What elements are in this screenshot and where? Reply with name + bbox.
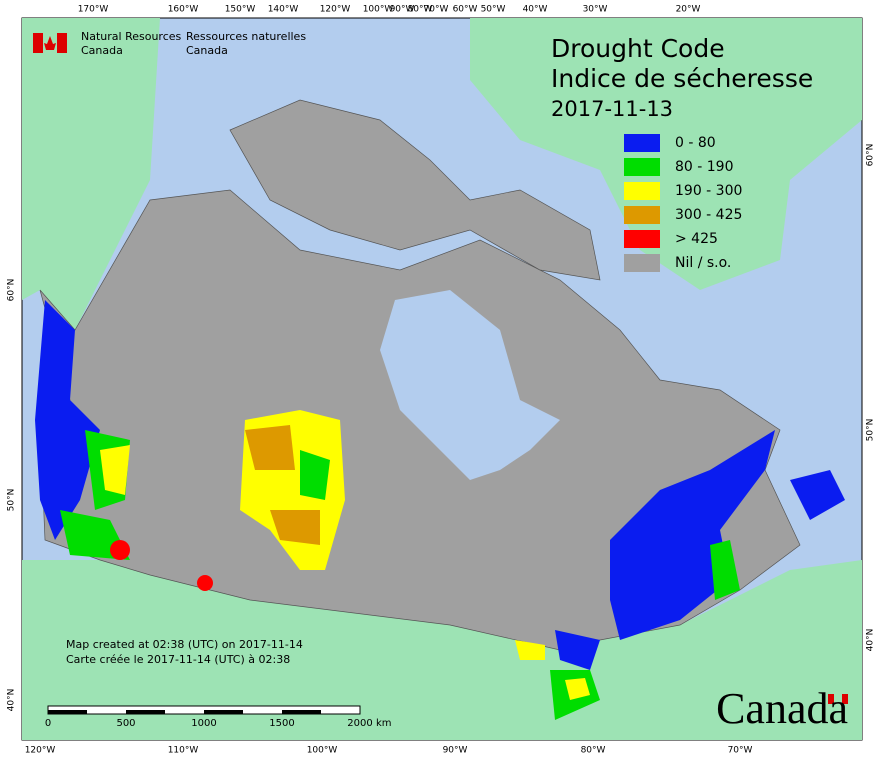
credit: Carte créée le 2017-11-14 (UTC) à 02:38	[66, 653, 290, 666]
scale-segment	[48, 710, 87, 714]
scale-label: 0	[45, 718, 51, 729]
greenland	[470, 18, 862, 290]
latitude-label: 50°N	[866, 419, 876, 442]
legend-swatch	[624, 182, 660, 200]
arctic-islands	[229, 99, 601, 281]
scale-segment	[204, 710, 243, 714]
longitude-label: 70°W	[424, 5, 449, 15]
latitude-label: 60°N	[7, 279, 17, 302]
longitude-label: 80°W	[408, 5, 433, 15]
longitude-label: 120°W	[25, 746, 56, 756]
longitude-label: 170°W	[78, 5, 109, 15]
scale-label: 500	[116, 718, 135, 729]
longitude-label: 90°W	[443, 746, 468, 756]
title: Drought Code	[551, 34, 725, 63]
longitude-label: 110°W	[168, 746, 199, 756]
longitude-label: 100°W	[307, 746, 338, 756]
legend-label: > 425	[675, 231, 718, 247]
legend-swatch	[624, 158, 660, 176]
longitude-label: 70°W	[728, 746, 753, 756]
longitude-label: 90°W	[390, 5, 415, 15]
longitude-label: 30°W	[583, 5, 608, 15]
legend-swatch	[624, 230, 660, 248]
legend-swatch	[624, 206, 660, 224]
latitude-label: 40°N	[866, 629, 876, 652]
credit: Map created at 02:38 (UTC) on 2017-11-14	[66, 638, 303, 651]
scale-label: 1500	[269, 718, 294, 729]
flag-bar	[828, 694, 834, 704]
longitude-label: 150°W	[225, 5, 256, 15]
legend-label: Nil / s.o.	[675, 255, 731, 271]
flag-bar	[842, 694, 848, 704]
legend-label: 0 - 80	[675, 135, 716, 151]
scale-segment	[126, 710, 165, 714]
agency-fr: Ressources naturelles	[186, 30, 306, 43]
longitude-label: 120°W	[320, 5, 351, 15]
drought-areas	[35, 300, 845, 720]
scale-unit: km	[376, 718, 392, 729]
title: Indice de sécheresse	[551, 64, 813, 93]
legend-swatch	[624, 134, 660, 152]
usa	[22, 560, 862, 740]
longitude-label: 80°W	[581, 746, 606, 756]
alaska	[22, 18, 160, 330]
scale-segment	[282, 710, 321, 714]
longitude-label: 50°W	[481, 5, 506, 15]
legend-swatch	[624, 254, 660, 272]
legend-label: 80 - 190	[675, 159, 734, 175]
agency-fr: Canada	[186, 44, 228, 57]
flag-bar	[33, 33, 43, 53]
wordmark: Canada	[716, 684, 848, 733]
scale-label: 2000	[347, 718, 372, 729]
longitude-label: 20°W	[676, 5, 701, 15]
latitude-label: 40°N	[7, 689, 17, 712]
date: 2017-11-13	[551, 97, 673, 121]
agency-en: Natural Resources	[81, 30, 182, 43]
maple-leaf	[44, 36, 56, 50]
longitude-label: 160°W	[168, 5, 199, 15]
flag-bar	[57, 33, 67, 53]
agency-en: Canada	[81, 44, 123, 57]
longitude-label: 140°W	[268, 5, 299, 15]
longitude-label: 100°W	[363, 5, 394, 15]
longitude-label: 40°W	[523, 5, 548, 15]
legend-label: 300 - 425	[675, 207, 742, 223]
scale-label: 1000	[191, 718, 216, 729]
longitude-label: 60°W	[453, 5, 478, 15]
legend-label: 190 - 300	[675, 183, 742, 199]
latitude-label: 60°N	[866, 144, 876, 167]
hudson-bay	[380, 290, 560, 480]
latitude-label: 50°N	[7, 489, 17, 512]
